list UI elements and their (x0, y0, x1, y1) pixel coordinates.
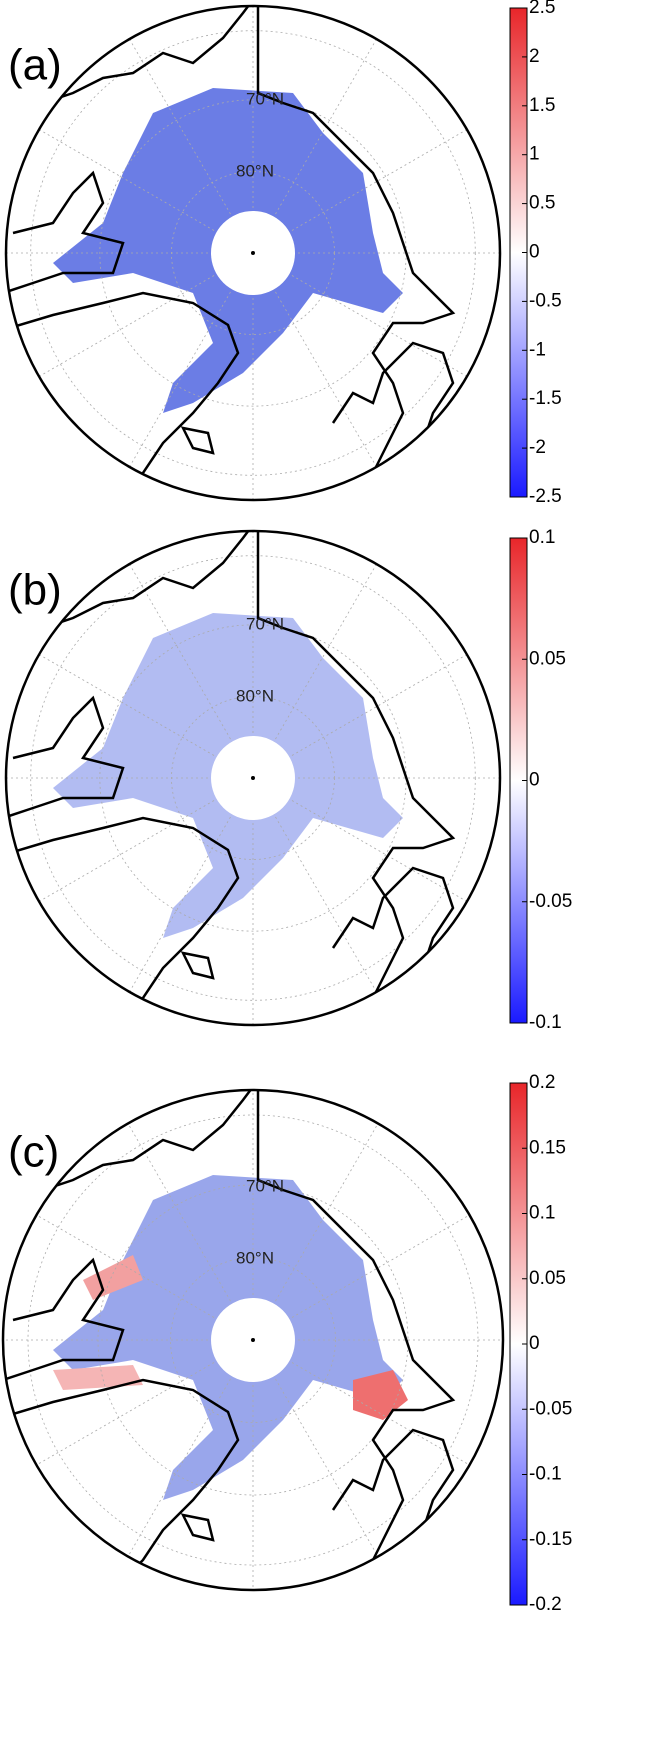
coastline (6, 695, 125, 820)
colorbar-tick-label: -0.5 (529, 290, 562, 311)
map-content (6, 531, 500, 1025)
coastline (256, 6, 456, 494)
colorbar-tick-label: 1.5 (529, 95, 555, 116)
latitude-label: 70°N (246, 89, 284, 108)
colorbar-tick-label: -1 (529, 339, 546, 360)
coastline (6, 816, 240, 1025)
coastline (331, 341, 455, 474)
colorbar-tick-label: -2 (529, 437, 546, 458)
positive-anomaly (83, 1255, 143, 1300)
coastline (256, 531, 456, 1019)
map-border (4, 529, 502, 1027)
graticule (170, 1257, 336, 1423)
colorbar-tick-label: 0.1 (529, 527, 555, 548)
coastline (6, 170, 125, 295)
colorbar-tick-label: 0.5 (529, 193, 555, 214)
colorbar-tick-label: -0.1 (529, 1012, 562, 1033)
map-panel: 70°N 80°N (1, 1088, 505, 1592)
coastline (256, 1090, 456, 1581)
colorbar-tick-label: 0 (529, 242, 540, 263)
colorbar-tick-label: -0.05 (529, 1398, 572, 1419)
map-border (1, 1088, 505, 1592)
latitude-label: 70°N (246, 614, 284, 633)
colorbar-tick-label: 1 (529, 144, 540, 165)
graticule (30, 555, 476, 1001)
graticule (30, 30, 476, 476)
panel-label: (a) (8, 41, 62, 90)
panel-label: (b) (8, 566, 62, 615)
colorbar-tick-label: 2.5 (529, 0, 555, 18)
colorbar-tick-label: 2 (529, 46, 540, 67)
colorbar-tick-label: -0.15 (529, 1529, 572, 1550)
colorbar-tick-label: 0 (529, 1333, 540, 1354)
coastline (3, 1378, 240, 1590)
colorbar-tick-label: 0.1 (529, 1203, 555, 1224)
coastline (331, 866, 455, 999)
positive-anomaly (53, 1365, 143, 1390)
latitude-label: 80°N (236, 686, 274, 705)
coastline (180, 1513, 215, 1542)
coastline (180, 426, 215, 455)
colorbar-tick-label: 0 (529, 770, 540, 791)
colorbar-tick-label: -0.2 (529, 1594, 562, 1615)
latitude-label: 70°N (246, 1176, 284, 1195)
colorbar-tick-label: -2.5 (529, 486, 562, 507)
colorbar-tick-label: -0.05 (529, 891, 572, 912)
pole (251, 251, 255, 255)
colorbar-tick-label: 0.05 (529, 648, 566, 669)
colorbar-tick-label: -0.1 (529, 1464, 562, 1485)
coastline (6, 291, 240, 500)
latitude-label: 80°N (236, 1248, 274, 1267)
map-border (4, 4, 502, 502)
coastline (180, 951, 215, 980)
coastline (331, 1428, 455, 1561)
positive-anomaly (353, 1370, 408, 1420)
coastline (3, 1257, 125, 1382)
colorbar-tick-label: 0.2 (529, 1072, 555, 1093)
latitude-label: 80°N (236, 161, 274, 180)
map-panel: 70°N 80°N (4, 529, 502, 1027)
pole (251, 776, 255, 780)
colorbar-tick-label: -1.5 (529, 388, 562, 409)
colorbar-tick-label: 0.05 (529, 1268, 566, 1289)
pole (251, 1338, 255, 1342)
colorbar-tick-label: 0.15 (529, 1137, 566, 1158)
map-panel: 70°N 80°N (4, 4, 502, 502)
panel-label: (c) (8, 1128, 59, 1177)
